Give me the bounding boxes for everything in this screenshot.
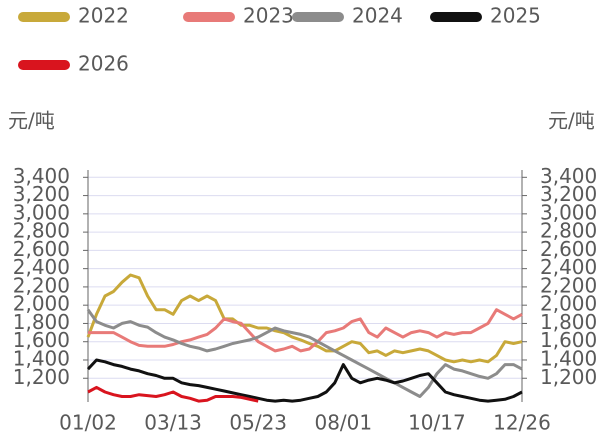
y-tick-label: 3,000 [13, 200, 70, 224]
y-tick-label: 3,400 [13, 164, 70, 188]
x-tick-label: 03/13 [144, 411, 202, 435]
y-tick-label: 2,400 [13, 255, 70, 279]
x-tick-label: 12/26 [493, 411, 551, 435]
legend-swatch [430, 12, 482, 22]
legend-label: 2022 [78, 4, 129, 28]
legend-swatch [292, 12, 344, 22]
series-line [88, 308, 523, 353]
series-line [86, 273, 523, 364]
y2-tick-label: 2,400 [540, 255, 597, 279]
legend-label: 2023 [243, 4, 294, 28]
y2-tick-label: 1,400 [540, 346, 597, 370]
series-line [86, 308, 523, 398]
y2-tick-label: 2,800 [540, 219, 597, 243]
y2-tick-label: 1,200 [540, 365, 597, 389]
x-tick-label: 08/01 [314, 411, 372, 435]
y-tick-label: 2,800 [13, 219, 70, 243]
legend-swatch [183, 12, 235, 22]
legend-label: 2025 [490, 4, 541, 28]
y2-tick-label: 2,000 [540, 292, 597, 316]
legend-label: 2026 [78, 52, 129, 76]
y-unit-left: 元/吨 [8, 109, 55, 133]
y-tick-label: 2,200 [13, 273, 70, 297]
y2-tick-label: 3,200 [540, 182, 597, 206]
y2-tick-label: 3,400 [540, 164, 597, 188]
legend-swatch [18, 60, 70, 70]
x-tick-label: 05/23 [229, 411, 287, 435]
y2-tick-label: 3,000 [540, 200, 597, 224]
series-line [86, 358, 523, 403]
x-tick-label: 01/02 [59, 411, 117, 435]
y-tick-label: 1,800 [13, 310, 70, 334]
y2-tick-label: 2,200 [540, 273, 597, 297]
y-tick-label: 1,200 [13, 365, 70, 389]
legend-swatch [18, 12, 70, 22]
legend-label: 2024 [352, 4, 403, 28]
y-tick-label: 2,000 [13, 292, 70, 316]
y2-tick-label: 1,800 [540, 310, 597, 334]
y-tick-label: 1,600 [13, 328, 70, 352]
y-tick-label: 2,600 [13, 237, 70, 261]
y2-tick-label: 1,600 [540, 328, 597, 352]
y-tick-label: 3,200 [13, 182, 70, 206]
y-tick-label: 1,400 [13, 346, 70, 370]
x-tick-label: 10/17 [408, 411, 466, 435]
y-unit-right: 元/吨 [548, 109, 595, 133]
series-line [87, 385, 259, 403]
y2-tick-label: 2,600 [540, 237, 597, 261]
